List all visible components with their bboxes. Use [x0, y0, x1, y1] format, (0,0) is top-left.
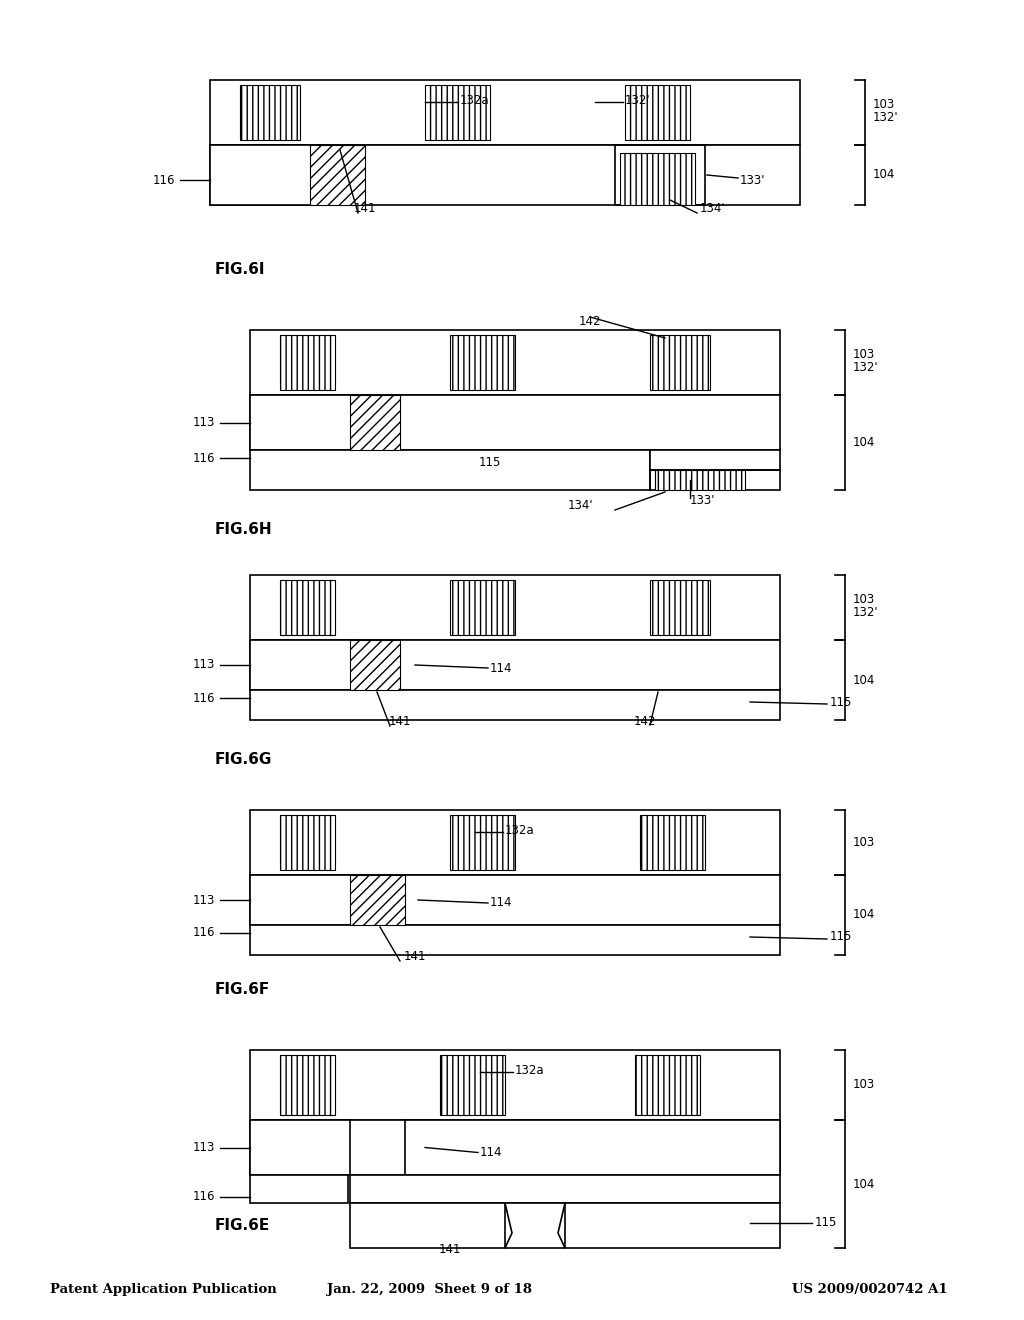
Text: 104: 104 [853, 908, 876, 921]
Text: 133': 133' [690, 494, 716, 507]
Text: 133': 133' [740, 173, 766, 186]
Text: 141: 141 [389, 715, 412, 729]
Bar [350, 1203, 505, 1247]
Bar [350, 875, 406, 925]
Text: 114: 114 [480, 1146, 503, 1159]
Text: 132': 132' [873, 111, 899, 124]
Text: 114: 114 [490, 661, 512, 675]
Bar [280, 579, 335, 635]
Bar [615, 145, 705, 205]
Bar [280, 335, 335, 389]
Bar [210, 145, 315, 205]
Polygon shape [505, 1203, 565, 1247]
Bar [565, 1203, 780, 1247]
Text: 132': 132' [853, 360, 879, 374]
Bar [280, 1055, 335, 1115]
Text: 113: 113 [193, 894, 215, 907]
Bar [440, 1055, 505, 1115]
Text: FIG.6E: FIG.6E [215, 1217, 270, 1233]
Bar [240, 84, 300, 140]
Text: 132a: 132a [505, 824, 535, 837]
Text: 104: 104 [853, 673, 876, 686]
Text: 114: 114 [490, 896, 512, 909]
Bar [250, 875, 355, 925]
Bar [250, 395, 780, 450]
Bar [250, 450, 650, 490]
Bar [450, 335, 515, 389]
Text: 116: 116 [193, 451, 215, 465]
Bar [350, 640, 400, 690]
Bar [250, 1049, 780, 1119]
Bar [650, 450, 780, 470]
Text: 115: 115 [479, 455, 501, 469]
Bar [250, 576, 780, 640]
Bar [655, 470, 745, 490]
Bar [625, 84, 690, 140]
Bar [450, 579, 515, 635]
Text: 142: 142 [579, 315, 601, 327]
Text: 132a: 132a [460, 94, 489, 107]
Text: 141: 141 [353, 202, 376, 215]
Text: 104: 104 [853, 436, 876, 449]
Bar [620, 153, 695, 205]
Text: 142: 142 [634, 715, 656, 729]
Bar [250, 875, 780, 925]
Text: 141: 141 [403, 950, 426, 964]
Text: 113: 113 [193, 416, 215, 429]
Bar [350, 395, 400, 450]
Bar [650, 335, 710, 389]
Bar [210, 145, 800, 205]
Text: 132': 132' [625, 94, 650, 107]
Text: 113: 113 [193, 1140, 215, 1154]
Text: 104: 104 [853, 1177, 876, 1191]
Text: FIG.6I: FIG.6I [215, 263, 265, 277]
Bar [250, 640, 355, 690]
Bar [650, 579, 710, 635]
Text: 115: 115 [830, 931, 852, 944]
Text: 116: 116 [193, 1191, 215, 1204]
Text: 132': 132' [853, 606, 879, 619]
Bar [425, 84, 490, 140]
Text: 116: 116 [193, 692, 215, 705]
Bar [250, 1119, 780, 1175]
Bar [450, 814, 515, 870]
Text: FIG.6H: FIG.6H [215, 523, 272, 537]
Text: 141: 141 [438, 1243, 461, 1257]
Bar [250, 640, 780, 690]
Bar [210, 81, 800, 145]
Text: 115: 115 [830, 696, 852, 709]
Text: 134': 134' [700, 202, 726, 215]
Text: 116: 116 [193, 927, 215, 940]
Bar [250, 690, 780, 719]
Bar [250, 395, 355, 450]
Bar [280, 814, 335, 870]
Text: 103: 103 [853, 593, 876, 606]
Bar [310, 145, 365, 205]
Bar [635, 1055, 700, 1115]
Bar [640, 814, 705, 870]
Bar [350, 1175, 780, 1203]
Bar [250, 1175, 348, 1203]
Text: 134': 134' [567, 499, 593, 512]
Text: FIG.6F: FIG.6F [215, 982, 270, 998]
Text: 115: 115 [815, 1217, 838, 1229]
Text: 104: 104 [873, 169, 895, 181]
Text: 103: 103 [873, 98, 895, 111]
Text: 103: 103 [853, 348, 876, 360]
Text: FIG.6G: FIG.6G [215, 752, 272, 767]
Text: US 2009/0020742 A1: US 2009/0020742 A1 [793, 1283, 948, 1296]
Bar [250, 925, 780, 954]
Bar [250, 1119, 350, 1175]
Text: Jan. 22, 2009  Sheet 9 of 18: Jan. 22, 2009 Sheet 9 of 18 [328, 1283, 532, 1296]
Bar [250, 330, 780, 395]
Bar [250, 810, 780, 875]
Text: 113: 113 [193, 659, 215, 672]
Text: 103: 103 [853, 1078, 876, 1092]
Text: 132a: 132a [515, 1064, 545, 1077]
Bar [650, 470, 780, 490]
Text: 103: 103 [853, 836, 876, 849]
Bar [406, 1119, 780, 1175]
Text: 116: 116 [153, 173, 175, 186]
Text: Patent Application Publication: Patent Application Publication [50, 1283, 276, 1296]
